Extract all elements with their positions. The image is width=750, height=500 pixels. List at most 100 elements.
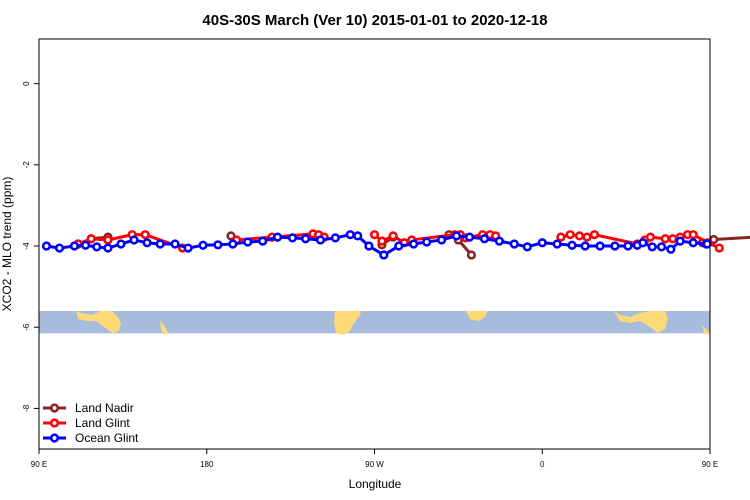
legend-item: Land Glint (43, 416, 130, 430)
data-point (437, 235, 447, 245)
data-point (228, 239, 238, 249)
data-point (155, 239, 165, 249)
data-point (466, 250, 477, 260)
data-point (198, 240, 208, 250)
data-point (353, 231, 363, 241)
data-point (537, 238, 547, 248)
data-point (666, 244, 676, 254)
legend-marker (49, 418, 60, 428)
y-axis: 0 -2 -4 -6 -8 (22, 81, 39, 412)
data-point (552, 239, 562, 249)
data-point (409, 239, 419, 249)
data-point (140, 230, 150, 240)
data-point (580, 241, 590, 251)
data-point (422, 237, 432, 247)
legend-label: Land Nadir (75, 401, 134, 415)
x-tick-label: 0 (540, 460, 545, 469)
landmass-1 (160, 320, 168, 335)
data-point (92, 242, 102, 252)
data-point (243, 237, 253, 247)
y-tick-label: -6 (22, 323, 31, 331)
data-point (702, 239, 712, 249)
data-point (394, 241, 404, 251)
x-tick-label: 90 E (702, 460, 718, 469)
legend-marker (49, 403, 60, 413)
legend-item: Ocean Glint (43, 431, 139, 445)
data-point (610, 241, 620, 251)
data-point (388, 231, 398, 241)
series-line (46, 233, 708, 257)
legend-marker (49, 433, 60, 443)
data-point (369, 230, 380, 240)
data-point (258, 236, 268, 246)
x-tick-label: 90 E (31, 460, 47, 469)
data-point (638, 238, 648, 248)
data-point (103, 243, 113, 253)
data-point (494, 236, 504, 246)
landmass-3 (466, 310, 488, 321)
y-axis-title: XCO2 - MLO trend (ppm) (0, 177, 14, 312)
data-point (142, 238, 152, 248)
legend-label: Ocean Glint (75, 431, 139, 445)
data-point (645, 232, 655, 242)
data-point (688, 230, 698, 240)
data-point (69, 241, 80, 251)
data-point (479, 234, 490, 244)
data-point (595, 241, 605, 251)
data-point (272, 232, 283, 242)
data-point (574, 231, 585, 241)
landmass-5 (702, 324, 710, 335)
data-point (688, 238, 698, 248)
y-tick-label: -2 (22, 161, 31, 169)
y-tick-label: 0 (22, 81, 31, 86)
data-point (80, 240, 91, 250)
data-point (103, 235, 113, 245)
data-point (556, 232, 566, 242)
x-tick-label: 90 W (365, 460, 384, 469)
data-point (330, 233, 340, 243)
landmass-4 (614, 310, 668, 333)
data-point (377, 236, 387, 246)
map-strip (39, 310, 710, 335)
legend-label: Land Glint (75, 416, 130, 430)
chart-title: 40S-30S March (Ver 10) 2015-01-01 to 202… (202, 12, 547, 29)
data-point (54, 243, 65, 253)
data-point (714, 243, 724, 253)
data-point (451, 231, 462, 241)
data-point (647, 242, 657, 252)
data-point (129, 235, 139, 245)
data-point (675, 236, 685, 246)
data-point (41, 241, 52, 251)
data-point (660, 234, 670, 244)
landmass-0 (76, 310, 121, 333)
y-tick-label: -8 (22, 404, 31, 412)
legend-item: Land Nadir (43, 401, 134, 415)
data-point (345, 230, 355, 240)
y-tick-label: -4 (22, 242, 31, 250)
data-point (668, 234, 678, 244)
data-point (623, 241, 633, 251)
x-axis-title: Longitude (349, 477, 402, 491)
data-point (116, 239, 126, 249)
data-point (509, 239, 519, 249)
x-tick-label: 180 (200, 460, 214, 469)
data-point (226, 231, 236, 241)
data-point (565, 230, 575, 240)
data-point (170, 239, 180, 249)
series-layer (41, 229, 750, 260)
data-point (522, 242, 532, 252)
data-point (287, 233, 298, 243)
series-ocean-glint (41, 230, 712, 260)
data-point (364, 241, 374, 251)
data-point (567, 240, 577, 250)
data-point (86, 234, 96, 244)
landmass-2 (334, 310, 361, 335)
data-point (379, 250, 389, 260)
x-axis: 90 E 180 90 W 0 90 E (31, 449, 718, 469)
data-point (213, 240, 223, 250)
data-point (300, 234, 311, 244)
data-point (589, 230, 600, 240)
data-point (183, 243, 193, 253)
